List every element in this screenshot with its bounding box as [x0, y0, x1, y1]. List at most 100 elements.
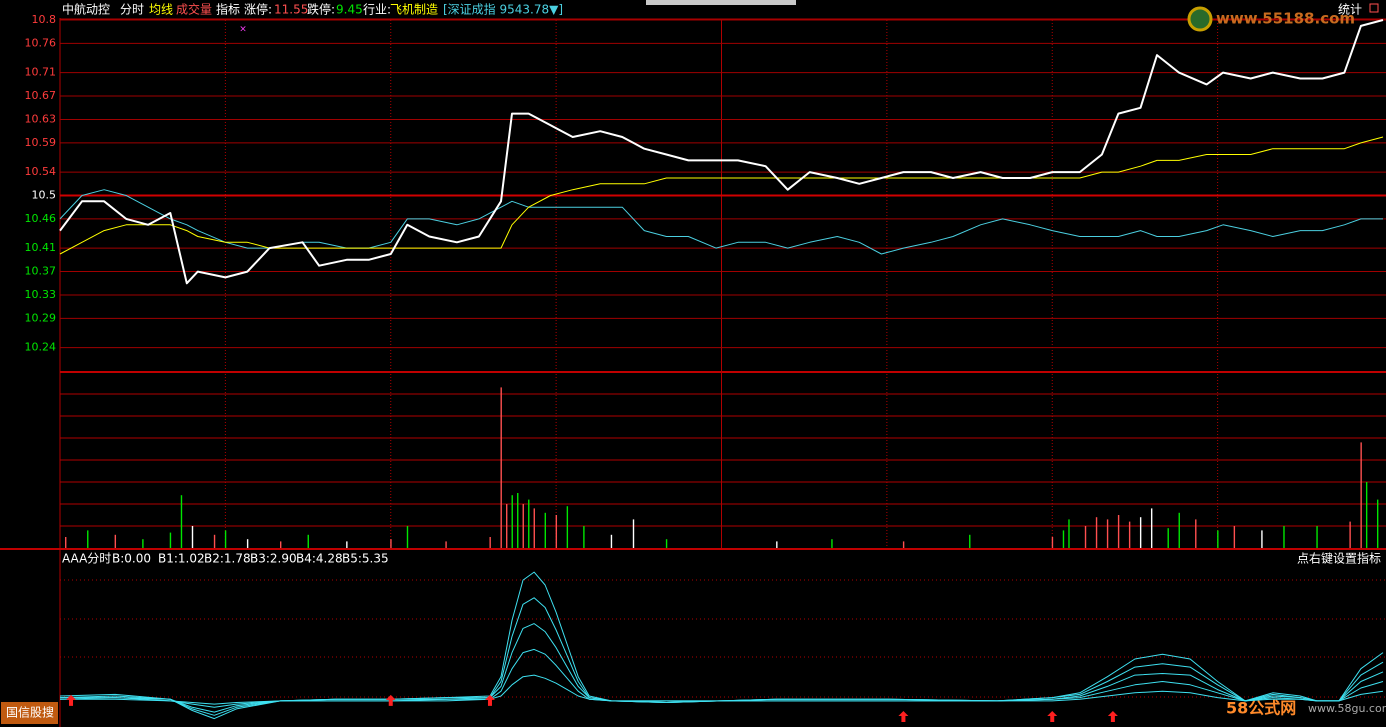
indicator-hint[interactable]: 点右键设置指标 [1297, 551, 1381, 566]
volume-bar [528, 499, 530, 548]
legend-entry: B4:4.28 [296, 552, 343, 566]
tab[interactable]: 成交量 [176, 2, 212, 17]
volume-bar [500, 387, 502, 548]
y-tick-label: 10.71 [25, 66, 57, 79]
volume-bar [346, 541, 348, 548]
legend-entry: B2:1.78 [204, 552, 251, 566]
y-tick-label: 10.59 [25, 136, 57, 149]
industry-label: 行业: [363, 3, 391, 17]
volume-bar [610, 534, 613, 548]
y-tick-label: 10.67 [25, 89, 57, 102]
volume-bar [1195, 519, 1197, 548]
volume-bar [511, 495, 513, 548]
volume-bar [1233, 526, 1236, 548]
volume-bar [1349, 521, 1351, 548]
volume-bar [169, 532, 172, 548]
volume-bar [1106, 519, 1109, 548]
volume-bar [1117, 515, 1120, 548]
series-line [59, 648, 1384, 708]
series-line [59, 136, 1384, 255]
volume-bar [224, 530, 227, 548]
top-tab [646, 0, 796, 5]
volume-bar [583, 526, 585, 548]
watermark-url: www.58gu.com [1308, 702, 1386, 715]
volume-bar [555, 515, 558, 548]
volume-bar [1084, 526, 1087, 548]
broker-button[interactable] [1, 702, 58, 724]
volume-bar [902, 541, 905, 548]
limit-up: 11.55 [274, 3, 308, 17]
volume-bar [544, 512, 546, 548]
window-icon[interactable] [1369, 3, 1379, 13]
buy-signal [1107, 710, 1118, 722]
y-tick-label: 10.46 [25, 212, 57, 225]
stock-name: 中航动控 [62, 2, 110, 17]
limit-down: 9.45 [336, 3, 363, 17]
volume-bar [280, 541, 282, 548]
watermark-logo [1187, 6, 1213, 32]
tab[interactable]: 指标 [216, 2, 240, 17]
volume-bar [1167, 528, 1169, 548]
volume-bar [390, 539, 392, 548]
volume-bar [191, 526, 194, 548]
volume-bar [517, 493, 519, 548]
buy-signal [484, 694, 495, 706]
limit-down-label: 跌停: [307, 2, 335, 17]
y-tick-label: 10.76 [25, 36, 57, 49]
legend-entry: B3:2.90 [250, 552, 297, 566]
y-tick-label: 10.8 [32, 13, 57, 26]
volume-bar [632, 519, 635, 548]
volume-bar [1178, 512, 1180, 548]
y-tick-label: 10.24 [25, 341, 57, 354]
buy-signal [385, 694, 396, 706]
volume-bar [1128, 521, 1131, 548]
legend-entry: B:0.00 [112, 552, 151, 566]
tab[interactable]: 分时 [120, 3, 144, 17]
stats[interactable]: 统计 [1338, 3, 1362, 17]
series-line [59, 571, 1384, 720]
series-line [59, 19, 1384, 285]
volume-bar [213, 534, 216, 548]
volume-bar [776, 541, 778, 548]
buy-signal [66, 694, 77, 706]
watermark-name: 58公式网 [1226, 699, 1296, 718]
y-tick-label: 10.54 [25, 165, 57, 178]
volume-bar [87, 530, 89, 548]
y-tick-label: 10.63 [25, 112, 57, 125]
marker: × [239, 25, 247, 35]
volume-bar [831, 539, 833, 548]
buy-signal [898, 710, 909, 722]
volume-bar [533, 508, 535, 548]
volume-bar [665, 539, 668, 548]
volume-bar [1283, 526, 1285, 548]
y-tick-label: 10.33 [25, 288, 57, 301]
broker[interactable]: 国信股搜 [6, 705, 54, 720]
tab[interactable]: 均线 [149, 3, 173, 17]
volume-bar [1150, 508, 1153, 548]
volume-bar [1261, 530, 1263, 548]
volume-bar [65, 537, 67, 548]
y-tick-label: 10.5 [32, 189, 57, 202]
volume-bar [1139, 517, 1142, 548]
volume-bar [445, 541, 447, 548]
series-line [59, 189, 1383, 255]
y-tick-label: 10.29 [25, 311, 57, 324]
volume-bar [114, 534, 117, 548]
volume-bar [142, 539, 144, 548]
volume-bar [1217, 530, 1219, 548]
volume-bar [1376, 499, 1379, 548]
volume-bar [1365, 482, 1368, 548]
limit-up-label: 涨停: [244, 2, 272, 17]
y-tick-label: 10.41 [25, 241, 57, 254]
volume-bar [1051, 537, 1054, 548]
legend-entry: B5:5.35 [342, 552, 389, 566]
industry: 飞机制造 [390, 3, 438, 17]
watermark: www.55188.com [1216, 10, 1355, 28]
volume-bar [1062, 530, 1065, 548]
index-label: [深证成指 9543.78▼] [443, 2, 563, 17]
volume-bar [180, 495, 183, 548]
volume-bar [1360, 442, 1362, 548]
volume-bar [969, 534, 971, 548]
volume-bar [1316, 526, 1318, 548]
